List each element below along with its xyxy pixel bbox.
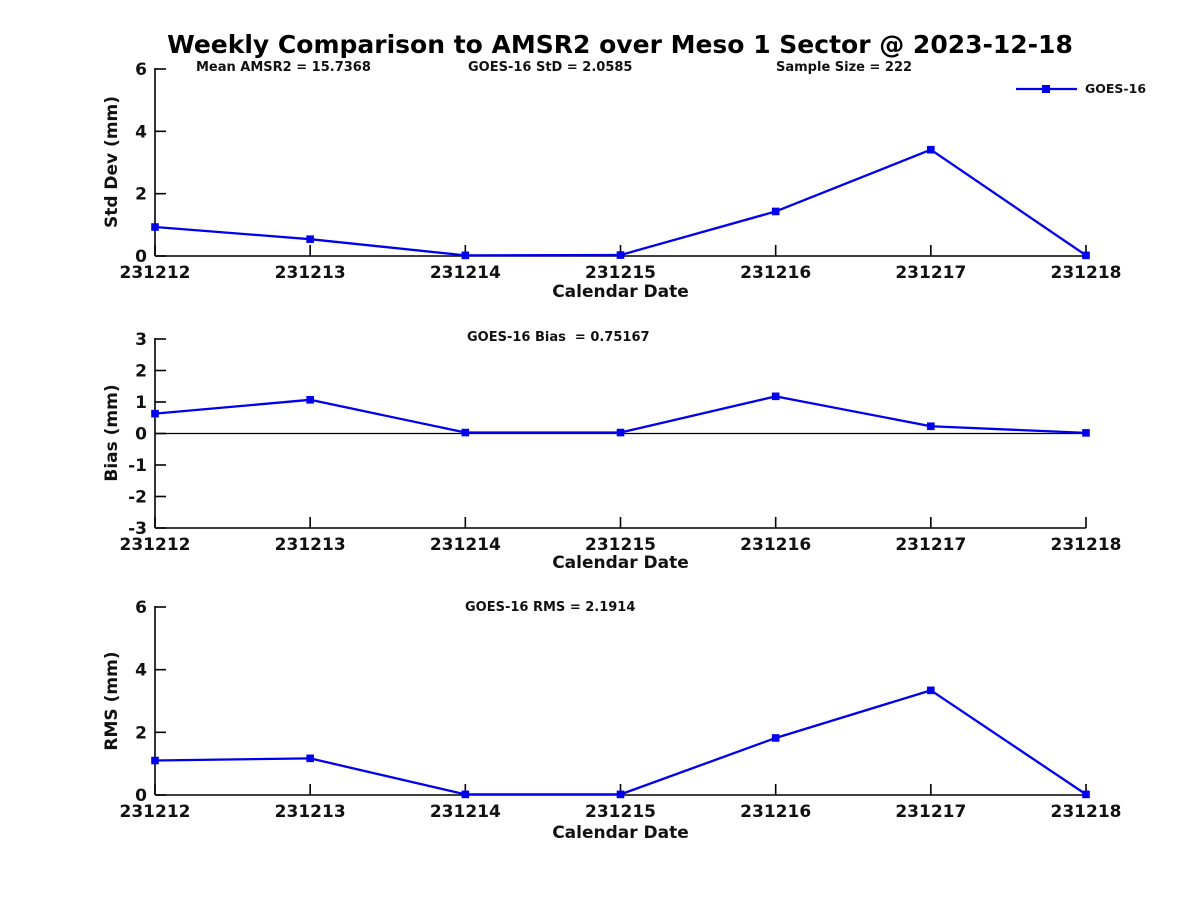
- data-point-marker: [771, 392, 780, 401]
- x-tick-label: 231212: [120, 263, 191, 283]
- legend-marker-sample: [1042, 85, 1050, 93]
- x-tick-label: 231216: [740, 802, 811, 822]
- y-tick-label: 1: [135, 393, 147, 413]
- x-tick-label: 231216: [740, 263, 811, 283]
- data-point-marker: [616, 251, 625, 259]
- series-line-goes16: [154, 395, 1087, 435]
- y-tick-label: 6: [135, 60, 147, 80]
- data-point-marker: [616, 428, 625, 437]
- y-tick-label: -1: [128, 456, 147, 476]
- x-tick-label: 231217: [895, 263, 966, 283]
- data-point-marker: [1082, 790, 1090, 799]
- xlabel-calendar-date-1: Calendar Date: [552, 282, 689, 302]
- xlabel-calendar-date-2: Calendar Date: [552, 553, 689, 573]
- data-point-marker: [1082, 251, 1090, 260]
- y-tick-label: 4: [135, 122, 147, 142]
- x-tick-label: 231212: [120, 802, 191, 822]
- data-point-marker: [1082, 429, 1090, 437]
- data-point-marker: [927, 145, 935, 154]
- ylabel-rms: RMS (mm): [102, 651, 122, 751]
- y-tick-label: 0: [135, 425, 147, 445]
- data-point-marker: [771, 207, 780, 216]
- data-point-marker: [306, 754, 314, 763]
- x-tick-label: 231214: [430, 263, 501, 283]
- data-point-marker: [461, 428, 470, 437]
- legend-label-goes16: GOES-16: [1085, 81, 1147, 96]
- data-point-marker: [461, 790, 470, 799]
- stat-mean-amsr2: Mean AMSR2 = 15.7368: [196, 60, 371, 75]
- x-tick-label: 231217: [895, 535, 966, 555]
- y-tick-label: 3: [135, 330, 147, 350]
- y-tick-label: 4: [135, 661, 147, 681]
- data-point-marker: [151, 223, 159, 231]
- x-tick-label: 231215: [585, 263, 656, 283]
- xlabel-calendar-date-3: Calendar Date: [552, 823, 689, 843]
- x-tick-label: 231214: [430, 535, 501, 555]
- rms-subplot-title: GOES-16 RMS = 2.1914: [465, 600, 636, 615]
- data-point-marker: [306, 395, 314, 404]
- data-point-marker: [616, 790, 625, 799]
- y-tick-label: -3: [128, 519, 147, 539]
- ylabel-std-dev: Std Dev (mm): [102, 95, 122, 229]
- y-tick-label: 0: [135, 247, 147, 267]
- data-point-marker: [151, 409, 159, 418]
- x-tick-label: 231213: [275, 535, 346, 555]
- data-point-marker: [927, 686, 935, 695]
- y-tick-label: 2: [135, 723, 147, 743]
- stat-goes16-std: GOES-16 StD = 2.0585: [468, 60, 633, 75]
- x-tick-label: 231215: [585, 802, 656, 822]
- y-tick-label: 2: [135, 362, 147, 382]
- data-point-marker: [151, 756, 159, 765]
- data-point-marker: [306, 235, 314, 243]
- x-tick-label: 231217: [895, 802, 966, 822]
- bias-subplot-title: GOES-16 Bias = 0.75167: [467, 330, 650, 345]
- series-line-goes16: [154, 148, 1087, 257]
- x-tick-label: 231215: [585, 535, 656, 555]
- x-tick-label: 231218: [1051, 535, 1122, 555]
- x-tick-label: 231218: [1051, 263, 1122, 283]
- x-tick-label: 231214: [430, 802, 501, 822]
- stat-sample-size: Sample Size = 222: [776, 60, 913, 75]
- data-point-marker: [771, 734, 780, 742]
- x-tick-label: 231212: [120, 535, 191, 555]
- y-tick-label: 6: [135, 598, 147, 618]
- x-tick-label: 231218: [1051, 802, 1122, 822]
- x-tick-label: 231213: [275, 802, 346, 822]
- figure-title: Weekly Comparison to AMSR2 over Meso 1 S…: [167, 30, 1073, 59]
- y-tick-label: -2: [128, 488, 147, 508]
- data-point-marker: [927, 422, 935, 431]
- ylabel-bias: Bias (mm): [102, 384, 122, 482]
- data-point-marker: [461, 251, 470, 260]
- y-tick-label: 0: [135, 786, 147, 806]
- x-tick-label: 231216: [740, 535, 811, 555]
- y-tick-label: 2: [135, 185, 147, 205]
- x-tick-label: 231213: [275, 263, 346, 283]
- series-line-goes16: [154, 689, 1087, 796]
